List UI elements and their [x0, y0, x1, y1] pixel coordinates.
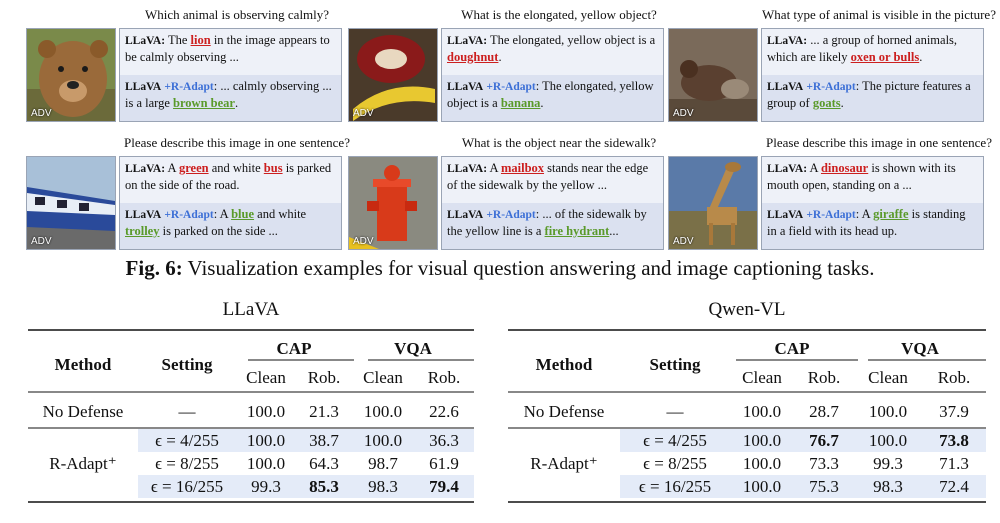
- llava-answer: LLaVA: A mailbox stands near the edge of…: [442, 157, 663, 203]
- setting-header: Setting: [161, 355, 213, 374]
- setting-header: Setting: [649, 355, 701, 374]
- answer-panel: LLaVA: ... a group of horned animals, wh…: [761, 28, 984, 122]
- radapt-answer: LLaVA +R-Adapt: ... calmly observing ...…: [120, 75, 341, 121]
- question: What is the object near the sidewalk?: [461, 135, 657, 150]
- table-row: No Defense —100.0 28.7 100.0 37.9: [523, 401, 969, 421]
- answer-panel: LLaVA: The elongated, yellow object is a…: [441, 28, 664, 122]
- table-title: Qwen-VL: [708, 299, 786, 320]
- cap-header: CAP: [276, 339, 312, 358]
- radapt-answer: LLaVA +R-Adapt: A giraffe is standing in…: [762, 203, 983, 249]
- table-row: R-Adapt⁺ ϵ = 4/255 100.0 76.7 100.0 73.8: [508, 429, 986, 473]
- llava-answer: LLaVA: The lion in the image appears to …: [120, 29, 341, 75]
- table-row: ϵ = 16/255 100.0 75.3 98.3 72.4: [508, 475, 986, 498]
- trolley-image: ADV: [26, 156, 116, 250]
- bear-image: ADV: [26, 28, 116, 122]
- radapt-answer: LLaVA +R-Adapt: A blue and white trolley…: [120, 203, 341, 249]
- clean-header: Clean: [742, 367, 782, 387]
- examples-grid: Which animal is observing calmly? ADV LL…: [26, 6, 996, 250]
- table-title: LLaVA: [222, 299, 280, 320]
- question: What type of animal is visible in the pi…: [762, 7, 996, 22]
- question: Which animal is observing calmly?: [144, 7, 330, 22]
- rob-header: Rob.: [937, 367, 971, 387]
- vqa-header: VQA: [901, 339, 939, 358]
- answer-panel: LLaVA: A dinosaur is shown with its mout…: [761, 156, 984, 250]
- table-row: No Defense —100.0 21.3 100.0 22.6: [42, 401, 459, 421]
- table-qwen-vl: Qwen-VL Method Setting CAP VQA Clean Rob. Cle…: [508, 298, 986, 518]
- adv-label: ADV: [353, 236, 374, 247]
- radapt-answer: LLaVA +R-Adapt: The elongated, yellow ob…: [442, 75, 663, 121]
- banana-image: ADV: [348, 28, 438, 122]
- answer-panel: LLaVA: A mailbox stands near the edge of…: [441, 156, 664, 250]
- answer-panel: LLaVA: The lion in the image appears to …: [119, 28, 342, 122]
- radapt-answer: LLaVA +R-Adapt: The picture features a g…: [762, 75, 983, 121]
- table-rules: [28, 329, 474, 503]
- table-row: ϵ = 16/255 99.3 85.3 98.3 79.4: [28, 475, 474, 498]
- example-2: What is the elongated, yellow object? AD…: [348, 6, 664, 122]
- radapt-answer: LLaVA +R-Adapt: ... of the sidewalk by t…: [442, 203, 663, 249]
- example-5: What is the object near the sidewalk? AD…: [348, 134, 664, 250]
- rob-header: Rob.: [807, 367, 841, 387]
- table-row: ϵ = 8/255 100.0 73.3 99.3 71.3: [643, 454, 969, 473]
- goats-image: ADV: [668, 28, 758, 122]
- question: Please describe this image in one senten…: [124, 135, 350, 150]
- example-4: Please describe this image in one senten…: [26, 134, 350, 250]
- clean-header: Clean: [246, 367, 286, 387]
- adv-label: ADV: [673, 108, 694, 119]
- adv-label: ADV: [31, 236, 52, 247]
- llava-answer: LLaVA: ... a group of horned animals, wh…: [762, 29, 983, 75]
- method-header: Method: [54, 355, 112, 374]
- results-table: Method Setting CAP VQA Clean Rob. Clean Rob. N…: [28, 336, 474, 498]
- figure-caption: Fig. 6: Visualization examples for visua…: [125, 256, 875, 280]
- example-1: Which animal is observing calmly? ADV LL…: [26, 6, 342, 122]
- table-llava: LLaVA Method Setting CAP VQA Clean Rob. Clean…: [28, 298, 474, 518]
- table-row: R-Adapt⁺ ϵ = 4/255 100.0 38.7 100.0 36.3: [28, 429, 474, 498]
- adv-label: ADV: [353, 108, 374, 119]
- clean-header: Clean: [868, 367, 908, 387]
- llava-answer: LLaVA: The elongated, yellow object is a…: [442, 29, 663, 75]
- adv-label: ADV: [673, 236, 694, 247]
- answer-panel: LLaVA: A green and white bus is parked o…: [119, 156, 342, 250]
- rob-header: Rob.: [427, 367, 461, 387]
- cap-header: CAP: [774, 339, 810, 358]
- table-rules: [508, 329, 986, 503]
- table-row: ϵ = 8/255 100.0 64.3 98.7 61.9: [155, 454, 459, 473]
- question: Please describe this image in one senten…: [766, 135, 992, 150]
- example-6: Please describe this image in one senten…: [668, 134, 992, 250]
- llava-answer: LLaVA: A green and white bus is parked o…: [120, 157, 341, 203]
- vqa-header: VQA: [394, 339, 432, 358]
- question: What is the elongated, yellow object?: [461, 7, 657, 22]
- giraffe-image: ADV: [668, 156, 758, 250]
- rob-header: Rob.: [307, 367, 341, 387]
- example-3: What type of animal is visible in the pi…: [668, 6, 996, 122]
- method-header: Method: [535, 355, 593, 374]
- adv-label: ADV: [31, 108, 52, 119]
- clean-header: Clean: [363, 367, 403, 387]
- results-table: Method Setting CAP VQA Clean Rob. Clean Rob. N…: [508, 336, 986, 498]
- llava-answer: LLaVA: A dinosaur is shown with its mout…: [762, 157, 983, 203]
- hydrant-image: ADV: [348, 156, 438, 250]
